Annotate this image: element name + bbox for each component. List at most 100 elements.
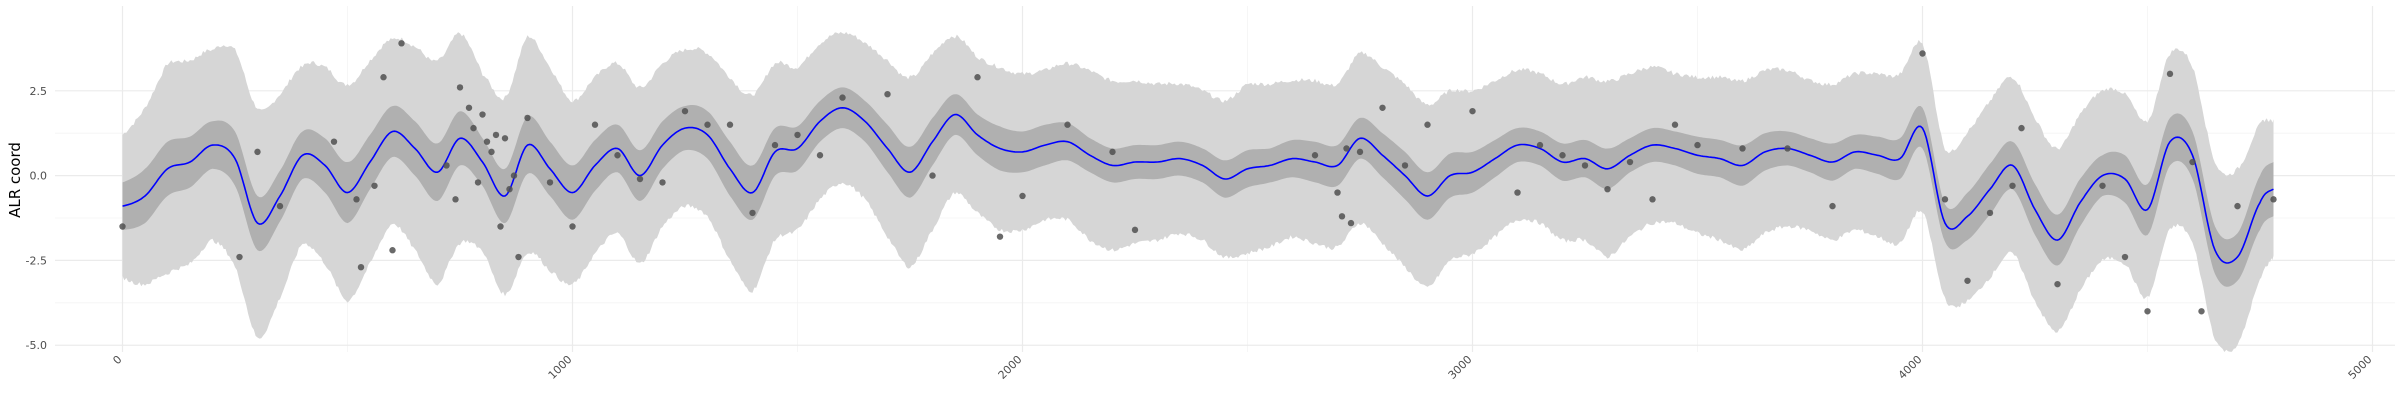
- observation-point: [1919, 50, 1926, 57]
- x-tick-label: 4000: [1896, 353, 1925, 382]
- observation-point: [591, 121, 599, 128]
- observation-point: [2054, 280, 2061, 288]
- observation-point: [636, 175, 644, 183]
- observation-point: [546, 179, 554, 186]
- observation-point: [1131, 226, 1139, 234]
- observation-point: [254, 148, 261, 156]
- observation-point: [483, 138, 491, 145]
- observation-point: [1694, 141, 1701, 149]
- observation-point: [1469, 107, 1476, 115]
- observation-point: [726, 121, 734, 128]
- outer-uncertainty-band: [122, 32, 2274, 352]
- observation-point: [479, 111, 486, 118]
- observation-point: [794, 131, 801, 139]
- observation-point: [2234, 202, 2241, 210]
- observation-point: [2121, 253, 2129, 261]
- observation-point: [497, 223, 504, 230]
- observation-point: [2144, 308, 2151, 315]
- observation-point: [1019, 192, 1026, 200]
- observation-point: [1986, 209, 1994, 217]
- y-tick-label: -2.5: [26, 254, 47, 267]
- observation-point: [681, 107, 689, 115]
- observation-point: [465, 104, 473, 111]
- observation-point: [1536, 141, 1544, 149]
- y-tick-label: 2.5: [30, 85, 48, 98]
- observation-point: [1829, 202, 1836, 210]
- observation-point: [2189, 158, 2196, 166]
- observation-point: [771, 141, 779, 149]
- observation-point: [276, 202, 284, 210]
- observation-point: [524, 114, 531, 122]
- x-tick-label: 5000: [2346, 353, 2375, 382]
- observation-point: [492, 131, 500, 139]
- observation-point: [749, 209, 756, 217]
- observation-point: [1379, 104, 1386, 111]
- observation-point: [515, 253, 522, 261]
- y-tick-label: -5.0: [26, 339, 47, 352]
- observation-point: [1739, 145, 1746, 152]
- observation-point: [659, 179, 666, 186]
- observation-point: [1334, 189, 1341, 196]
- x-axis-tick-labels: 0 1000 2000 3000 4000 5000: [110, 353, 2374, 382]
- observation-point: [456, 84, 464, 91]
- observation-point: [816, 152, 824, 159]
- observation-point: [2270, 196, 2277, 203]
- observation-point: [452, 196, 459, 203]
- observation-point: [380, 74, 387, 81]
- observation-point: [1581, 162, 1589, 169]
- observation-point: [330, 138, 338, 145]
- observation-point: [1356, 148, 1364, 156]
- y-tick-label: 0.0: [30, 170, 48, 183]
- observation-point: [398, 40, 405, 47]
- observation-points: [119, 40, 2277, 315]
- x-tick-label: 3000: [1446, 353, 1475, 382]
- observation-point: [1514, 189, 1521, 196]
- observation-point: [1338, 213, 1346, 220]
- observation-point: [2166, 70, 2174, 78]
- observation-point: [371, 182, 378, 189]
- observation-point: [996, 233, 1004, 240]
- observation-point: [1347, 219, 1355, 227]
- observation-point: [2198, 308, 2205, 315]
- observation-point: [443, 162, 450, 169]
- observation-point: [1343, 145, 1350, 152]
- observation-point: [2009, 182, 2016, 189]
- observation-point: [839, 94, 846, 101]
- observation-point: [488, 148, 495, 156]
- observation-point: [1559, 152, 1566, 159]
- observation-point: [1604, 185, 1611, 193]
- observation-point: [1311, 152, 1319, 159]
- observation-point: [1109, 148, 1116, 156]
- observation-point: [614, 152, 621, 159]
- observation-point: [353, 196, 360, 203]
- observation-point: [501, 135, 509, 142]
- observation-point: [1401, 162, 1409, 169]
- observation-point: [1784, 145, 1791, 152]
- observation-point: [474, 179, 482, 186]
- observation-point: [119, 223, 126, 230]
- observation-point: [1941, 196, 1949, 203]
- observation-point: [569, 223, 576, 230]
- observation-point: [1424, 121, 1431, 128]
- observation-point: [2018, 124, 2025, 132]
- observation-point: [1964, 277, 1971, 284]
- x-tick-label: 2000: [996, 353, 1025, 382]
- observation-point: [1649, 196, 1656, 203]
- observation-point: [1626, 158, 1634, 166]
- observation-point: [389, 247, 396, 254]
- observation-point: [1671, 121, 1679, 128]
- y-axis-tick-labels: -5.0 -2.5 0.0 2.5: [26, 85, 47, 352]
- observation-point: [506, 185, 513, 193]
- observation-point: [236, 253, 243, 261]
- observation-point: [470, 124, 477, 132]
- mean-series-line: [122, 106, 2274, 264]
- observation-point: [884, 90, 891, 98]
- observation-point: [929, 172, 936, 179]
- x-tick-label: 1000: [546, 353, 575, 382]
- observation-point: [2099, 182, 2106, 189]
- observation-point: [704, 121, 711, 128]
- observation-point: [1064, 121, 1071, 128]
- y-axis-title: ALR coord: [6, 142, 24, 218]
- observation-point: [510, 172, 518, 179]
